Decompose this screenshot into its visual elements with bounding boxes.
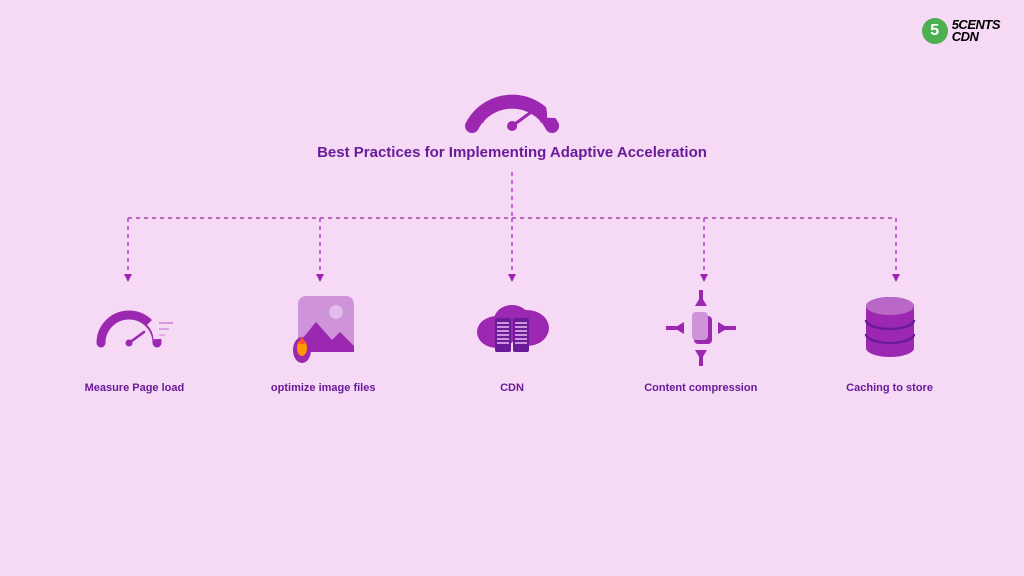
speedometer-icon [452,56,572,136]
cdn-cloud-icon [467,288,557,368]
page-title: Best Practices for Implementing Adaptive… [317,144,707,161]
item-measure-page-load: Measure Page load [54,288,214,394]
image-file-icon [278,288,368,368]
item-label: optimize image files [271,382,376,394]
database-icon [845,288,935,368]
logo-badge: 5 [922,18,948,44]
items-row: Measure Page load optimize image files [0,288,1024,394]
speed-gauge-icon [89,288,179,368]
logo-line2: CDN [952,31,1000,43]
item-label: Content compression [644,382,757,394]
brand-logo: 5 5CENTS CDN [922,18,1000,44]
item-content-compression: Content compression [621,288,781,394]
logo-text: 5CENTS CDN [952,19,1000,42]
hero-section: Best Practices for Implementing Adaptive… [317,56,707,161]
item-label: CDN [500,382,524,394]
connector-lines [0,172,1024,292]
logo-badge-number: 5 [930,22,939,40]
compress-icon [656,288,746,368]
item-label: Measure Page load [85,382,185,394]
item-label: Caching to store [846,382,933,394]
item-caching: Caching to store [810,288,970,394]
item-cdn: CDN [432,288,592,394]
item-optimize-images: optimize image files [243,288,403,394]
